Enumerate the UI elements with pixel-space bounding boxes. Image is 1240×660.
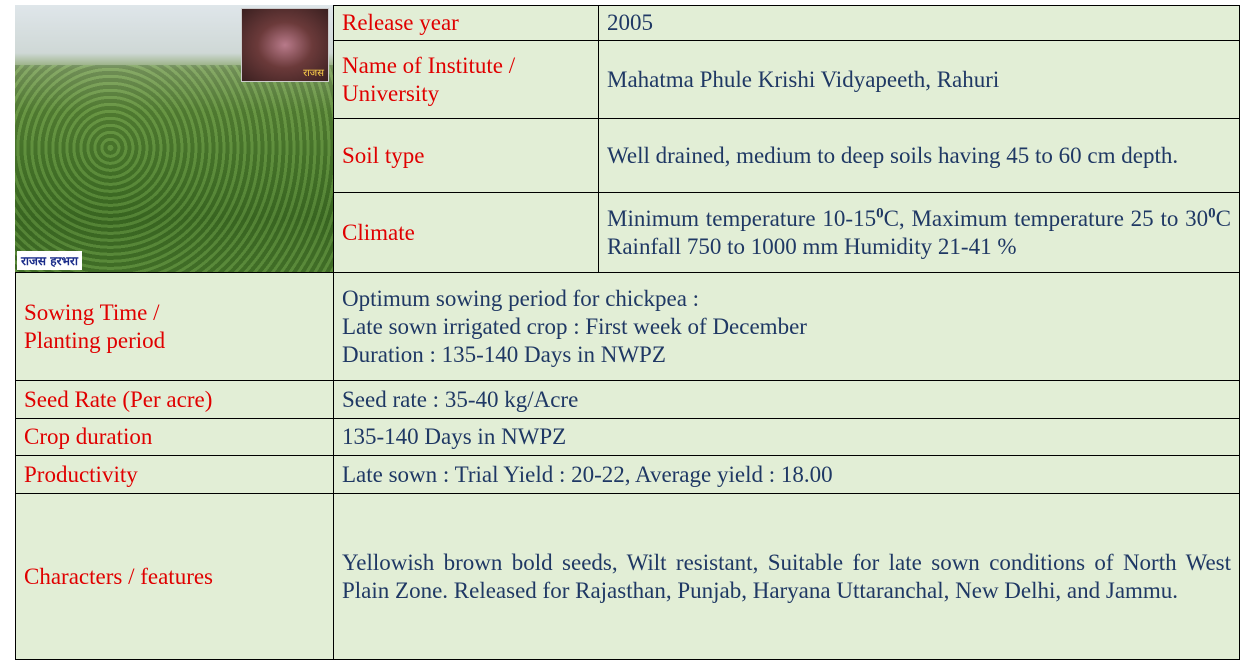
superscript: 0: [876, 204, 884, 221]
label-text: Seed Rate (Per acre): [24, 386, 213, 412]
value-text: Yellowish brown bold seeds, Wilt resista…: [342, 549, 1231, 603]
value-line: Duration : 135-140 Days in NWPZ: [342, 341, 666, 367]
value-text: Minimum temperature 10-150C, Maximum tem…: [607, 205, 1231, 261]
label-text: Crop duration: [24, 424, 153, 449]
row-value: Minimum temperature 10-150C, Maximum tem…: [598, 192, 1240, 273]
row-value: 2005: [598, 5, 1240, 41]
value-text: Well drained, medium to deep soils havin…: [607, 142, 1179, 168]
superscript: 0: [1208, 204, 1216, 221]
value-part: Minimum temperature 10-15: [607, 205, 877, 231]
value-text: 2005: [607, 10, 653, 35]
row-label: Sowing Time / Planting period: [15, 272, 334, 381]
value-line: Optimum sowing period for chickpea :: [342, 285, 700, 311]
row-label: Crop duration: [15, 418, 334, 456]
row-label: Characters / features: [15, 493, 334, 660]
row-label: Name of Institute / University: [333, 40, 599, 119]
value-text: Optimum sowing period for chickpea : Late…: [342, 285, 1231, 369]
value-text: Late sown : Trial Yield : 20-22, Average…: [342, 461, 833, 487]
value-text: Mahatma Phule Krishi Vidyapeeth, Rahuri: [607, 66, 1000, 92]
row-label: Productivity: [15, 455, 334, 494]
row-label: Climate: [333, 192, 599, 273]
label-text: Soil type: [342, 142, 425, 168]
label-text: Sowing Time / Planting period: [24, 299, 166, 353]
label-text: Release year: [342, 10, 459, 35]
label-text: Name of Institute / University: [342, 52, 516, 106]
value-part: C, Maximum temperature 25 to 30: [883, 205, 1209, 231]
value-line: Late sown irrigated crop : First week of…: [342, 313, 807, 339]
row-label: Seed Rate (Per acre): [15, 380, 334, 419]
row-value: 135-140 Days in NWPZ: [333, 418, 1240, 456]
row-value: Mahatma Phule Krishi Vidyapeeth, Rahuri: [598, 40, 1240, 119]
row-label: Release year: [333, 5, 599, 41]
row-value: Well drained, medium to deep soils havin…: [598, 118, 1240, 193]
label-text: Characters / features: [24, 563, 214, 589]
row-value: Optimum sowing period for chickpea : Late…: [333, 272, 1240, 381]
label-text: Productivity: [24, 461, 138, 487]
label-text: Climate: [342, 219, 415, 245]
field-texture: [15, 65, 333, 272]
value-text: 135-140 Days in NWPZ: [342, 424, 567, 449]
row-label: Soil type: [333, 118, 599, 193]
row-value: Seed rate : 35-40 kg/Acre: [333, 380, 1240, 419]
inset-label: राजस: [303, 68, 324, 79]
value-part: C Rainfall 750 to 1000 mm Humidity 21-41…: [607, 205, 1231, 259]
value-text: Seed rate : 35-40 kg/Acre: [342, 386, 579, 412]
inset-photo: राजस: [241, 8, 329, 82]
row-value: Yellowish brown bold seeds, Wilt resista…: [333, 493, 1240, 660]
row-value: Late sown : Trial Yield : 20-22, Average…: [333, 455, 1240, 494]
photo-caption: राजस हरभरा: [17, 251, 82, 270]
crop-photo: राजस राजस हरभरा: [15, 5, 333, 272]
